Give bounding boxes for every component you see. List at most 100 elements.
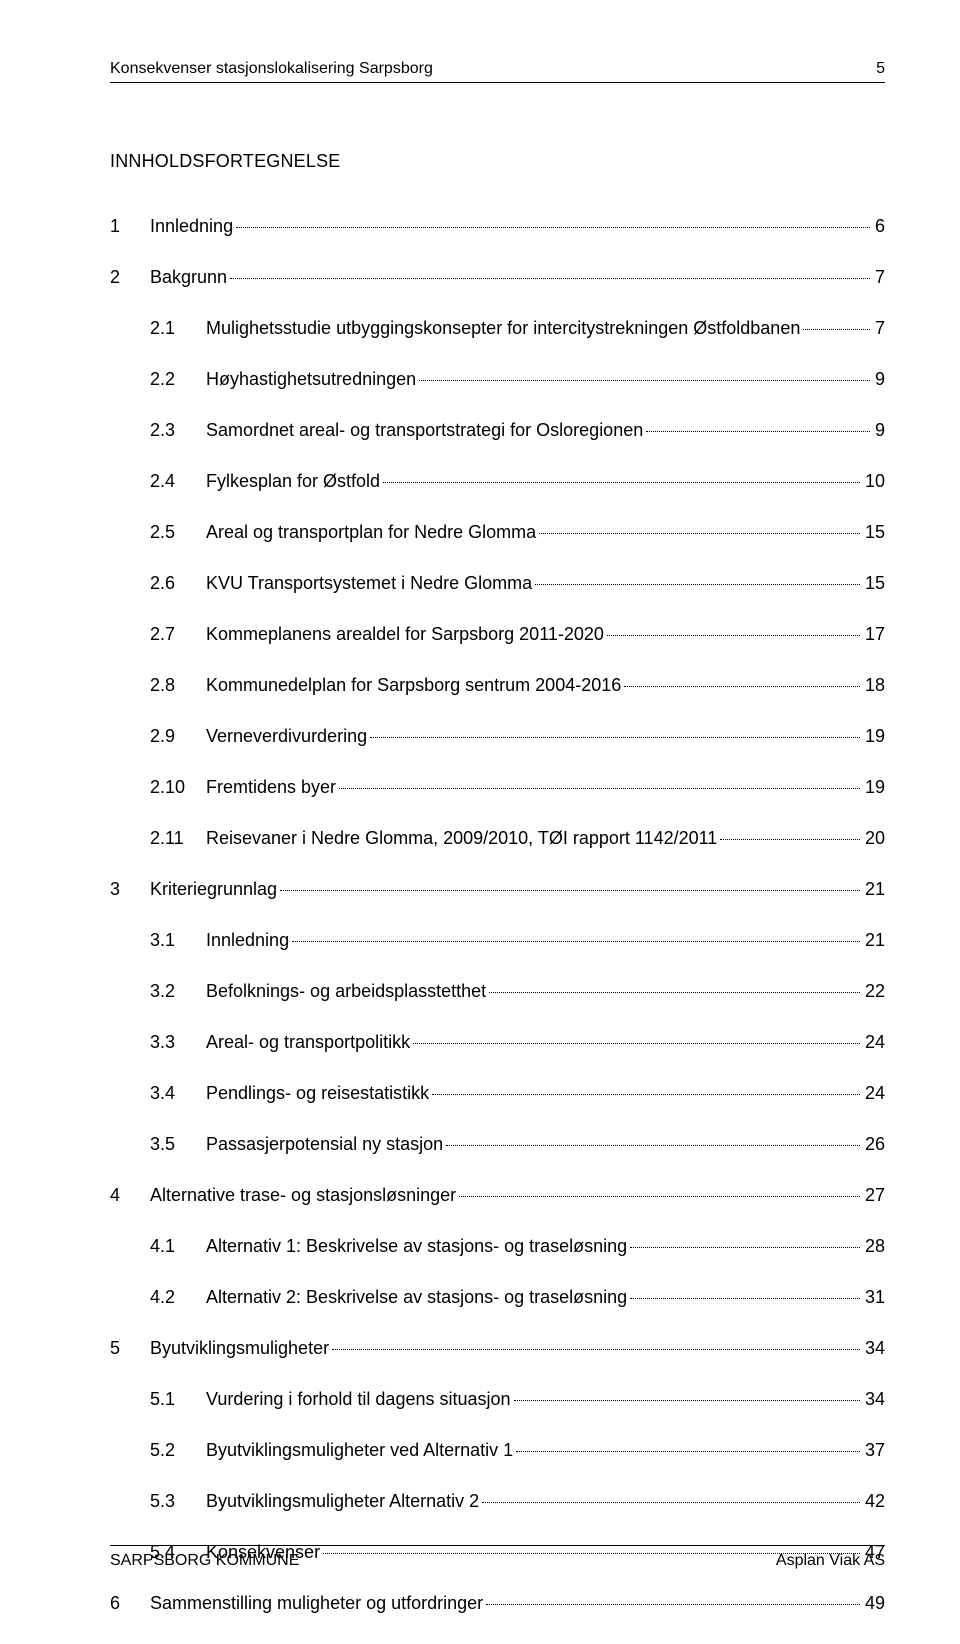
toc-entry: 5.2Byutviklingsmuligheter ved Alternativ…: [110, 1440, 885, 1461]
toc-entry: 4Alternative trase- og stasjonsløsninger…: [110, 1185, 885, 1206]
toc-leader-dots: [339, 788, 860, 789]
toc-entry-text: Vurdering i forhold til dagens situasjon: [206, 1389, 511, 1410]
document-page: Konsekvenser stasjonslokalisering Sarpsb…: [0, 0, 960, 1620]
toc-leader-dots: [624, 686, 860, 687]
toc-entry: 2.11Reisevaner i Nedre Glomma, 2009/2010…: [110, 828, 885, 849]
toc-leader-dots: [535, 584, 860, 585]
toc-list: 1Innledning62Bakgrunn72.1Mulighetsstudie…: [110, 216, 885, 1644]
toc-entry: 3.4Pendlings- og reisestatistikk24: [110, 1083, 885, 1104]
toc-entry-number: 2: [110, 267, 150, 288]
toc-entry-number: 2.4: [150, 471, 206, 492]
toc-entry-page: 19: [863, 726, 885, 747]
toc-entry-text: Bakgrunn: [150, 267, 227, 288]
header-title: Konsekvenser stasjonslokalisering Sarpsb…: [110, 60, 433, 78]
toc-entry-number: 2.3: [150, 420, 206, 441]
toc-entry-text: Alternativ 2: Beskrivelse av stasjons- o…: [206, 1287, 627, 1308]
toc-entry-page: 34: [863, 1389, 885, 1410]
toc-entry: 4.2Alternativ 2: Beskrivelse av stasjons…: [110, 1287, 885, 1308]
header-page-number: 5: [876, 60, 885, 78]
toc-entry-number: 3.5: [150, 1134, 206, 1155]
toc-entry-text: Mulighetsstudie utbyggingskonsepter for …: [206, 318, 800, 339]
toc-entry: 2.1Mulighetsstudie utbyggingskonsepter f…: [110, 318, 885, 339]
toc-title: INNHOLDSFORTEGNELSE: [110, 151, 885, 172]
toc-entry-number: 5: [110, 1338, 150, 1359]
toc-leader-dots: [280, 890, 860, 891]
toc-entry: 2.3Samordnet areal- og transportstrategi…: [110, 420, 885, 441]
toc-entry: 3.3Areal- og transportpolitikk24: [110, 1032, 885, 1053]
toc-entry-page: 28: [863, 1236, 885, 1257]
toc-entry-number: 5.3: [150, 1491, 206, 1512]
page-header: Konsekvenser stasjonslokalisering Sarpsb…: [110, 60, 885, 83]
toc-entry-page: 15: [863, 522, 885, 543]
toc-entry-text: Areal og transportplan for Nedre Glomma: [206, 522, 536, 543]
toc-entry-page: 21: [863, 879, 885, 900]
toc-entry: 6Sammenstilling muligheter og utfordring…: [110, 1593, 885, 1614]
toc-entry-text: Kommunedelplan for Sarpsborg sentrum 200…: [206, 675, 621, 696]
toc-leader-dots: [370, 737, 860, 738]
toc-entry-text: Sammenstilling muligheter og utfordringe…: [150, 1593, 483, 1614]
toc-entry: 2.8Kommunedelplan for Sarpsborg sentrum …: [110, 675, 885, 696]
toc-entry-number: 2.5: [150, 522, 206, 543]
toc-entry-number: 4.2: [150, 1287, 206, 1308]
toc-entry-page: 6: [873, 216, 885, 237]
toc-entry-page: 26: [863, 1134, 885, 1155]
toc-entry: 5.1Vurdering i forhold til dagens situas…: [110, 1389, 885, 1410]
toc-leader-dots: [383, 482, 860, 483]
toc-leader-dots: [292, 941, 860, 942]
toc-leader-dots: [236, 227, 870, 228]
toc-entry-text: Areal- og transportpolitikk: [206, 1032, 410, 1053]
footer-left: SARPSBORG KOMMUNE: [110, 1552, 299, 1570]
toc-leader-dots: [482, 1502, 860, 1503]
toc-entry-page: 18: [863, 675, 885, 696]
toc-entry-number: 4.1: [150, 1236, 206, 1257]
toc-entry-number: 2.1: [150, 318, 206, 339]
toc-entry: 2.9Verneverdivurdering19: [110, 726, 885, 747]
toc-entry-number: 4: [110, 1185, 150, 1206]
toc-leader-dots: [489, 992, 860, 993]
toc-entry-page: 21: [863, 930, 885, 951]
toc-leader-dots: [630, 1247, 860, 1248]
toc-entry: 3.2Befolknings- og arbeidsplasstetthet22: [110, 981, 885, 1002]
toc-entry-text: Byutviklingsmuligheter Alternativ 2: [206, 1491, 479, 1512]
toc-entry-text: Passasjerpotensial ny stasjon: [206, 1134, 443, 1155]
toc-entry-page: 7: [873, 267, 885, 288]
toc-entry-number: 2.8: [150, 675, 206, 696]
toc-leader-dots: [419, 380, 870, 381]
toc-entry-page: 15: [863, 573, 885, 594]
toc-entry-page: 10: [863, 471, 885, 492]
toc-entry-page: 9: [873, 420, 885, 441]
toc-leader-dots: [486, 1604, 860, 1605]
toc-entry-text: Fylkesplan for Østfold: [206, 471, 380, 492]
toc-leader-dots: [803, 329, 870, 330]
toc-leader-dots: [459, 1196, 860, 1197]
toc-entry-number: 3.3: [150, 1032, 206, 1053]
toc-leader-dots: [432, 1094, 860, 1095]
toc-entry-page: 49: [863, 1593, 885, 1614]
toc-entry: 3.5Passasjerpotensial ny stasjon 26: [110, 1134, 885, 1155]
toc-entry: 3Kriteriegrunnlag21: [110, 879, 885, 900]
toc-entry-page: 27: [863, 1185, 885, 1206]
toc-entry-number: 5.1: [150, 1389, 206, 1410]
toc-entry-text: Verneverdivurdering: [206, 726, 367, 747]
toc-entry-text: Reisevaner i Nedre Glomma, 2009/2010, TØ…: [206, 828, 717, 849]
toc-entry-text: Kriteriegrunnlag: [150, 879, 277, 900]
toc-entry-page: 19: [863, 777, 885, 798]
toc-entry-number: 3.1: [150, 930, 206, 951]
toc-entry: 2.4Fylkesplan for Østfold 10: [110, 471, 885, 492]
toc-entry-text: Pendlings- og reisestatistikk: [206, 1083, 429, 1104]
toc-entry-page: 20: [863, 828, 885, 849]
toc-entry: 2Bakgrunn 7: [110, 267, 885, 288]
toc-entry-text: Kommeplanens arealdel for Sarpsborg 2011…: [206, 624, 604, 645]
toc-leader-dots: [646, 431, 870, 432]
toc-entry: 4.1Alternativ 1: Beskrivelse av stasjons…: [110, 1236, 885, 1257]
toc-leader-dots: [720, 839, 860, 840]
toc-entry: 2.7Kommeplanens arealdel for Sarpsborg 2…: [110, 624, 885, 645]
toc-leader-dots: [413, 1043, 860, 1044]
toc-entry-text: KVU Transportsystemet i Nedre Glomma: [206, 573, 532, 594]
toc-entry-text: Samordnet areal- og transportstrategi fo…: [206, 420, 643, 441]
toc-entry-page: 31: [863, 1287, 885, 1308]
toc-entry-text: Alternativ 1: Beskrivelse av stasjons- o…: [206, 1236, 627, 1257]
toc-leader-dots: [332, 1349, 860, 1350]
toc-leader-dots: [230, 278, 870, 279]
toc-entry: 3.1Innledning21: [110, 930, 885, 951]
